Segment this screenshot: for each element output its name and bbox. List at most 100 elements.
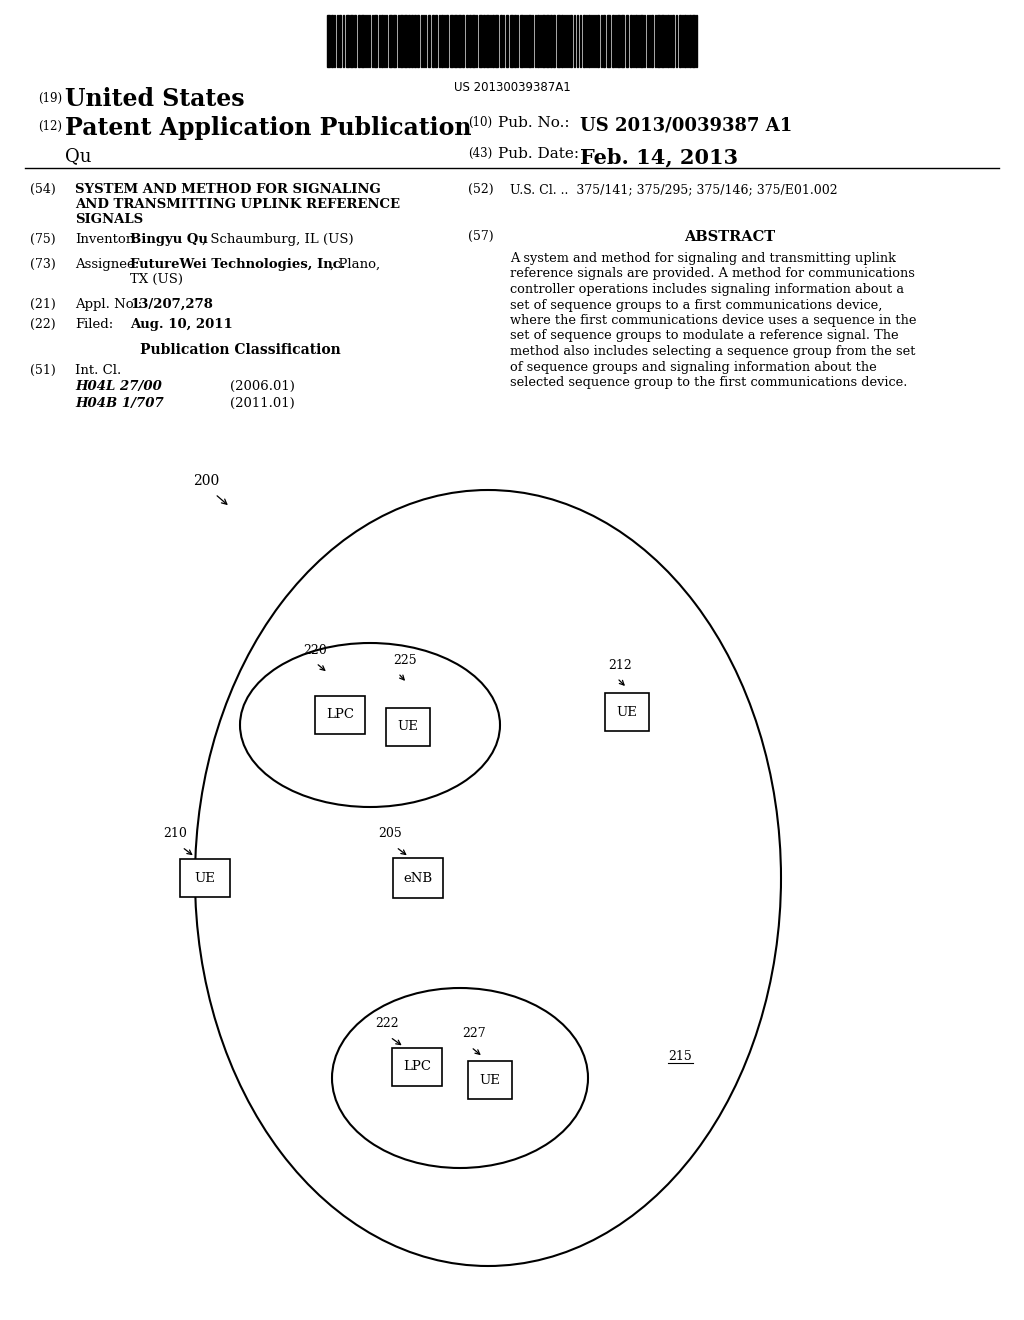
Text: ABSTRACT: ABSTRACT xyxy=(684,230,775,244)
Bar xyxy=(411,15,413,67)
Bar xyxy=(483,15,485,67)
Text: SIGNALS: SIGNALS xyxy=(75,213,143,226)
FancyBboxPatch shape xyxy=(386,708,430,746)
Bar xyxy=(417,15,419,67)
Bar xyxy=(495,15,498,67)
Text: , Plano,: , Plano, xyxy=(330,257,380,271)
Text: set of sequence groups to a first communications device,: set of sequence groups to a first commun… xyxy=(510,298,883,312)
Text: Publication Classification: Publication Classification xyxy=(139,343,340,356)
Text: , Schaumburg, IL (US): , Schaumburg, IL (US) xyxy=(202,234,353,246)
Text: 212: 212 xyxy=(608,659,632,672)
Text: US 2013/0039387 A1: US 2013/0039387 A1 xyxy=(580,116,793,135)
Text: (57): (57) xyxy=(468,230,494,243)
Bar xyxy=(472,15,475,67)
Text: 227: 227 xyxy=(462,1027,485,1040)
Text: UE: UE xyxy=(479,1073,501,1086)
Bar xyxy=(603,15,605,67)
Bar xyxy=(542,15,545,67)
Text: controller operations includes signaling information about a: controller operations includes signaling… xyxy=(510,282,904,296)
Text: set of sequence groups to modulate a reference signal. The: set of sequence groups to modulate a ref… xyxy=(510,330,899,342)
Bar xyxy=(557,15,560,67)
Text: Inventor:: Inventor: xyxy=(75,234,136,246)
Bar xyxy=(570,15,572,67)
Bar xyxy=(588,15,590,67)
Bar xyxy=(672,15,674,67)
Bar xyxy=(486,15,489,67)
Bar xyxy=(454,15,457,67)
Bar xyxy=(684,15,686,67)
Text: 225: 225 xyxy=(393,653,417,667)
Text: LPC: LPC xyxy=(403,1060,431,1073)
Bar xyxy=(500,15,502,67)
Bar xyxy=(492,15,494,67)
Bar xyxy=(550,15,552,67)
Text: 210: 210 xyxy=(163,828,186,840)
Bar xyxy=(651,15,653,67)
FancyBboxPatch shape xyxy=(180,859,230,898)
Bar xyxy=(612,15,614,67)
Bar xyxy=(607,15,610,67)
Bar xyxy=(510,15,513,67)
Bar xyxy=(393,15,396,67)
Bar xyxy=(441,15,443,67)
Bar xyxy=(469,15,471,67)
Bar xyxy=(520,15,523,67)
Bar xyxy=(537,15,539,67)
Text: 13/207,278: 13/207,278 xyxy=(130,298,213,312)
Text: H04L 27/00: H04L 27/00 xyxy=(75,380,162,393)
Bar xyxy=(621,15,624,67)
Bar xyxy=(331,15,333,67)
Bar xyxy=(350,15,353,67)
Bar xyxy=(404,15,407,67)
Bar xyxy=(630,15,632,67)
Text: eNB: eNB xyxy=(403,871,432,884)
Text: (75): (75) xyxy=(30,234,55,246)
Bar xyxy=(358,15,360,67)
Text: (12): (12) xyxy=(38,120,62,133)
Bar xyxy=(689,15,691,67)
Text: (43): (43) xyxy=(468,147,493,160)
Bar xyxy=(354,15,356,67)
FancyBboxPatch shape xyxy=(605,693,649,731)
Text: Pub. No.:: Pub. No.: xyxy=(498,116,569,129)
Bar xyxy=(428,15,430,67)
Text: 222: 222 xyxy=(375,1016,398,1030)
Text: Feb. 14, 2013: Feb. 14, 2013 xyxy=(580,147,738,168)
Bar xyxy=(528,15,531,67)
FancyBboxPatch shape xyxy=(315,696,365,734)
Text: (21): (21) xyxy=(30,298,55,312)
Text: (51): (51) xyxy=(30,364,55,378)
Text: (52): (52) xyxy=(468,183,494,195)
Text: method also includes selecting a sequence group from the set: method also includes selecting a sequenc… xyxy=(510,345,915,358)
Bar xyxy=(327,15,330,67)
FancyBboxPatch shape xyxy=(468,1061,512,1100)
Text: Assignee:: Assignee: xyxy=(75,257,139,271)
Text: 205: 205 xyxy=(378,828,401,840)
Text: Qu: Qu xyxy=(65,147,91,165)
Bar xyxy=(597,15,599,67)
Bar xyxy=(561,15,563,67)
Bar xyxy=(346,15,349,67)
Text: Filed:: Filed: xyxy=(75,318,114,331)
Bar xyxy=(479,15,482,67)
Bar xyxy=(414,15,416,67)
Bar xyxy=(374,15,377,67)
Bar xyxy=(692,15,695,67)
Text: United States: United States xyxy=(65,87,245,111)
Text: Appl. No.:: Appl. No.: xyxy=(75,298,142,312)
Text: (2006.01): (2006.01) xyxy=(230,380,295,393)
Bar xyxy=(339,15,341,67)
Bar xyxy=(553,15,555,67)
Text: UE: UE xyxy=(616,705,637,718)
Text: A system and method for signaling and transmitting uplink: A system and method for signaling and tr… xyxy=(510,252,896,265)
Text: SYSTEM AND METHOD FOR SIGNALING: SYSTEM AND METHOD FOR SIGNALING xyxy=(75,183,381,195)
FancyBboxPatch shape xyxy=(392,1048,442,1086)
Text: TX (US): TX (US) xyxy=(130,273,183,286)
Text: (10): (10) xyxy=(468,116,493,129)
FancyBboxPatch shape xyxy=(393,858,443,898)
Text: reference signals are provided. A method for communications: reference signals are provided. A method… xyxy=(510,268,914,281)
Text: Bingyu Qu: Bingyu Qu xyxy=(130,234,208,246)
Bar xyxy=(506,15,508,67)
Text: (22): (22) xyxy=(30,318,55,331)
Bar xyxy=(626,15,628,67)
